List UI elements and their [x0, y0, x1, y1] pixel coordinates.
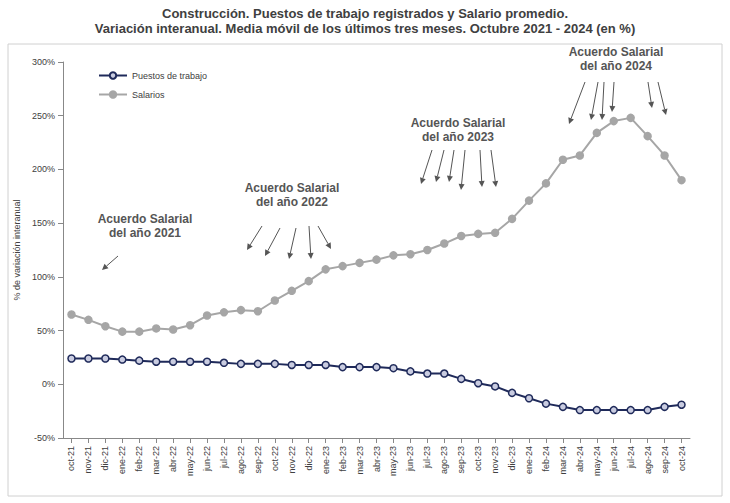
- svg-text:oct-22: oct-22: [270, 446, 280, 471]
- svg-text:0%: 0%: [42, 379, 55, 389]
- svg-text:300%: 300%: [32, 57, 55, 67]
- svg-text:nov-21: nov-21: [83, 446, 93, 474]
- svg-text:dic-22: dic-22: [304, 446, 314, 471]
- svg-text:Puestos de trabajo: Puestos de trabajo: [132, 71, 207, 81]
- svg-text:ago-23: ago-23: [439, 446, 449, 474]
- svg-text:Construcción. Puestos de traba: Construcción. Puestos de trabajo registr…: [162, 6, 568, 21]
- svg-text:may-24: may-24: [592, 446, 602, 476]
- svg-text:jul-23: jul-23: [422, 446, 432, 469]
- svg-text:Acuerdo Salarial: Acuerdo Salarial: [411, 116, 506, 130]
- svg-text:mar-23: mar-23: [355, 446, 365, 475]
- svg-text:200%: 200%: [32, 164, 55, 174]
- svg-text:jun-24: jun-24: [609, 446, 619, 472]
- svg-text:mar-22: mar-22: [151, 446, 161, 475]
- svg-text:dic-21: dic-21: [100, 446, 110, 471]
- svg-text:feb-23: feb-23: [338, 446, 348, 472]
- svg-text:jul-24: jul-24: [626, 446, 636, 469]
- svg-text:oct-23: oct-23: [473, 446, 483, 471]
- svg-text:may-23: may-23: [388, 446, 398, 476]
- svg-text:nov-22: nov-22: [287, 446, 297, 474]
- svg-text:Acuerdo Salarial: Acuerdo Salarial: [569, 45, 664, 59]
- svg-text:Variación interanual. Media mó: Variación interanual. Media móvil de los…: [95, 21, 635, 36]
- svg-text:feb-24: feb-24: [541, 446, 551, 472]
- svg-text:jun-23: jun-23: [405, 446, 415, 472]
- svg-text:100%: 100%: [32, 272, 55, 282]
- svg-text:mar-24: mar-24: [558, 446, 568, 475]
- svg-text:del año 2022: del año 2022: [256, 195, 328, 209]
- svg-text:50%: 50%: [37, 326, 55, 336]
- svg-text:ago-22: ago-22: [236, 446, 246, 474]
- svg-text:Acuerdo Salarial: Acuerdo Salarial: [245, 181, 340, 195]
- svg-text:% de variación interanual: % de variación interanual: [12, 199, 22, 300]
- svg-text:abr-22: abr-22: [168, 446, 178, 472]
- svg-text:Salarios: Salarios: [132, 90, 165, 100]
- svg-text:250%: 250%: [32, 111, 55, 121]
- svg-text:nov-23: nov-23: [490, 446, 500, 474]
- svg-text:feb-22: feb-22: [134, 446, 144, 472]
- svg-text:jul-22: jul-22: [219, 446, 229, 469]
- svg-text:del año 2023: del año 2023: [422, 130, 494, 144]
- svg-text:jun-22: jun-22: [202, 446, 212, 472]
- svg-text:sep-23: sep-23: [456, 446, 466, 474]
- svg-text:ene-23: ene-23: [321, 446, 331, 474]
- svg-text:Acuerdo Salarial: Acuerdo Salarial: [98, 212, 193, 226]
- svg-text:oct-24: oct-24: [677, 446, 687, 471]
- svg-text:ago-24: ago-24: [643, 446, 653, 474]
- svg-text:del año 2021: del año 2021: [109, 226, 181, 240]
- svg-text:abr-24: abr-24: [575, 446, 585, 472]
- svg-text:dic-23: dic-23: [507, 446, 517, 471]
- svg-text:150%: 150%: [32, 218, 55, 228]
- svg-text:ene-24: ene-24: [524, 446, 534, 474]
- svg-text:abr-23: abr-23: [372, 446, 382, 472]
- svg-text:sep-24: sep-24: [660, 446, 670, 474]
- svg-text:oct-21: oct-21: [66, 446, 76, 471]
- svg-text:may-22: may-22: [185, 446, 195, 476]
- svg-text:-50%: -50%: [34, 433, 55, 443]
- svg-text:del año 2024: del año 2024: [580, 59, 652, 73]
- svg-text:ene-22: ene-22: [117, 446, 127, 474]
- svg-text:sep-22: sep-22: [253, 446, 263, 474]
